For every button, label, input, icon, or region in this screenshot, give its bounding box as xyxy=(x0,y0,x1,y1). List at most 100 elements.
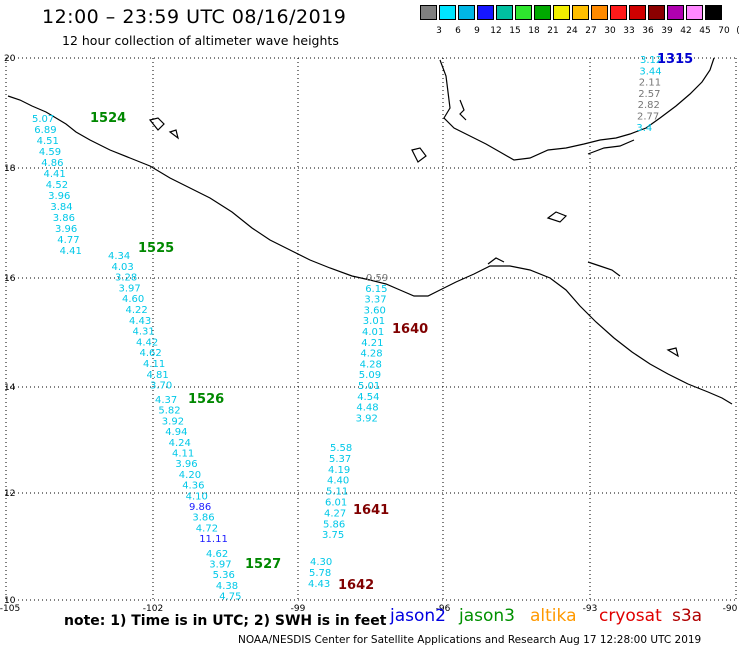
colorbar-label: 36 xyxy=(642,26,654,36)
wave-height-value: 4.62 xyxy=(140,348,162,359)
satellite-legend-item: jason3 xyxy=(459,606,515,626)
wave-height-value: 11.11 xyxy=(199,534,228,545)
wave-height-value: 3.60 xyxy=(364,305,386,316)
wave-height-value: 4.37 xyxy=(155,395,177,406)
wave-height-value: 5.86 xyxy=(323,519,345,530)
coastline-segment xyxy=(7,95,733,405)
wave-height-value: 3.86 xyxy=(192,513,214,524)
wave-height-value: 4.62 xyxy=(206,549,228,560)
wave-height-value: 3.86 xyxy=(53,213,75,224)
page-subtitle: 12 hour collection of altimeter wave hei… xyxy=(62,33,339,48)
wave-height-value: 4.34 xyxy=(108,251,130,262)
wave-height-value: 4.77 xyxy=(57,235,79,246)
colorbar-swatch xyxy=(572,5,590,20)
colorbar-swatch xyxy=(686,5,704,20)
colorbar-label: 70 xyxy=(718,26,730,36)
wave-height-value: 6.15 xyxy=(365,284,387,295)
pass-time-label: 1525 xyxy=(138,241,174,256)
colorbar-swatch xyxy=(458,5,476,20)
wave-height-value: 4.27 xyxy=(324,508,346,519)
colorbar-swatch xyxy=(610,5,628,20)
wave-height-value: 3.96 xyxy=(175,459,197,470)
altimeter-observations: 3.123.442.112.572.822.773.413155.076.894… xyxy=(32,52,693,602)
wave-height-value: 5.36 xyxy=(213,570,235,581)
wave-height-value: 5.09 xyxy=(359,370,381,381)
coastline-segment xyxy=(546,211,568,223)
credit-line: NOAA/NESDIS Center for Satellite Applica… xyxy=(238,634,702,646)
colorbar-label: 33 xyxy=(623,26,635,36)
wave-height-value: 4.28 xyxy=(360,359,382,370)
wave-height-value: 4.11 xyxy=(143,359,165,370)
colorbar-label: 9 xyxy=(474,26,480,36)
colorbar-label: 12 xyxy=(490,26,502,36)
wave-height-value: 2.82 xyxy=(638,100,660,111)
wave-height-value: 6.89 xyxy=(34,125,56,136)
wave-height-value: 3.12 xyxy=(640,55,662,66)
satellite-legend-item: s3a xyxy=(672,606,703,626)
lat-tick-label: 16 xyxy=(4,274,16,284)
colorbar-label: 15 xyxy=(509,26,521,36)
coastline-segment xyxy=(587,261,621,277)
wave-height-value: 4.60 xyxy=(122,294,144,305)
coastline-segment xyxy=(459,99,467,121)
pass-time-label: 1315 xyxy=(657,52,693,67)
lon-tick-label: -93 xyxy=(583,604,598,614)
wave-height-value: 4.30 xyxy=(310,557,332,568)
wave-height-value: 3.44 xyxy=(639,66,661,77)
wave-height-value: 4.43 xyxy=(308,579,330,590)
colorbar-label: 18 xyxy=(528,26,540,36)
wave-height-value: 4.42 xyxy=(136,337,158,348)
wave-height-value: 3.96 xyxy=(48,191,70,202)
wave-height-value: 5.37 xyxy=(329,454,351,465)
wave-height-value: 4.19 xyxy=(328,465,350,476)
coastline-segment xyxy=(168,129,179,140)
pass-time-label: 1642 xyxy=(338,578,374,593)
wave-height-value: 4.51 xyxy=(37,136,59,147)
wave-height-value: 4.11 xyxy=(172,449,194,460)
lat-tick-label: 18 xyxy=(4,164,16,174)
wave-height-value: 4.40 xyxy=(327,476,349,487)
colorbar-swatch xyxy=(648,5,666,20)
wave-height-value: 5.82 xyxy=(158,406,180,417)
lat-tick-label: 10 xyxy=(4,596,16,606)
wave-height-value: 4.28 xyxy=(360,349,382,360)
colorbar-swatch xyxy=(534,5,552,20)
wave-height-value: 4.01 xyxy=(362,327,384,338)
colorbar-swatch xyxy=(553,5,571,20)
satellite-legend-item: altika xyxy=(530,606,577,626)
wave-height-value: 4.36 xyxy=(182,481,204,492)
wave-height-value: 9.86 xyxy=(189,502,211,513)
wave-height-value: 5.58 xyxy=(330,443,352,454)
wave-height-value: 3.97 xyxy=(209,560,231,571)
wave-height-value: 4.24 xyxy=(169,438,191,449)
colorbar-swatch xyxy=(629,5,647,20)
pass-time-label: 1641 xyxy=(353,503,389,518)
colorbar-swatch xyxy=(591,5,609,20)
wave-height-value: 3.84 xyxy=(50,202,72,213)
colorbar-swatch xyxy=(477,5,495,20)
colorbar-label: 45 xyxy=(699,26,711,36)
coastline-segment xyxy=(411,147,427,163)
wave-height-value: 4.22 xyxy=(126,305,148,316)
colorbar-swatch xyxy=(439,5,457,20)
wave-height-value: 3.92 xyxy=(356,413,378,424)
wave-height-value: 5.01 xyxy=(358,381,380,392)
wave-height-value: 0.59 xyxy=(366,273,388,284)
lat-tick-label: 14 xyxy=(4,383,16,393)
lat-tick-label: 12 xyxy=(4,489,15,499)
wave-height-value: 5.07 xyxy=(32,114,54,125)
colorbar-swatch xyxy=(667,5,685,20)
wave-height-value: 2.11 xyxy=(639,78,661,89)
wave-height-value: 4.54 xyxy=(357,392,379,403)
wave-height-value: 4.52 xyxy=(46,180,68,191)
colorbar-label: 39 xyxy=(661,26,673,36)
colorbar-label: 24 xyxy=(566,26,578,36)
colorbar-swatch xyxy=(515,5,533,20)
colorbar-unit: (ft) xyxy=(736,26,740,36)
wave-height-value: 4.94 xyxy=(165,427,187,438)
wave-height-value: 3.01 xyxy=(363,316,385,327)
satellite-legend-item: cryosat xyxy=(599,606,662,626)
wave-height-value: 5.11 xyxy=(326,487,348,498)
lon-tick-label: -99 xyxy=(291,604,306,614)
